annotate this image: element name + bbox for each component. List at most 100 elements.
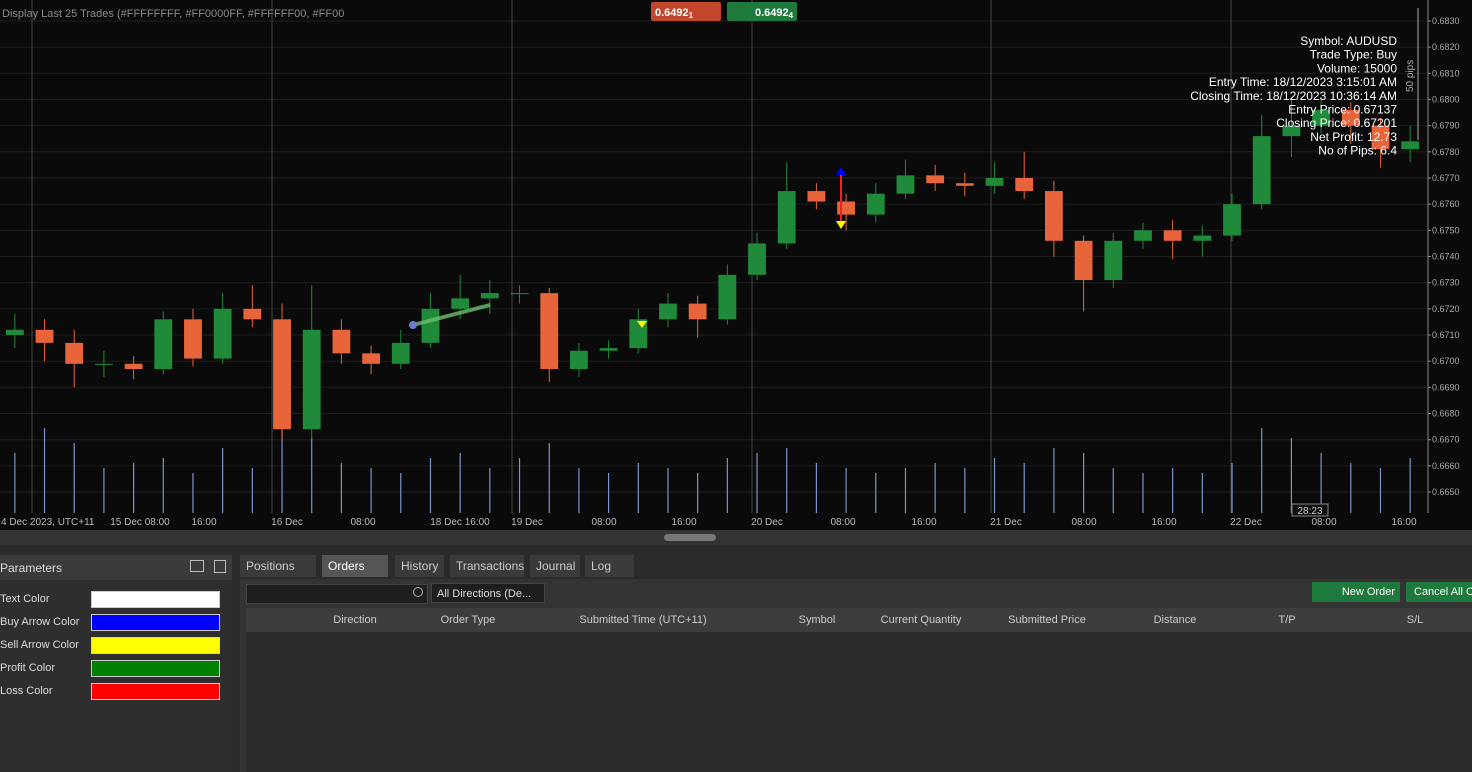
x-tick-label: 08:00 [1071,517,1096,528]
column-header[interactable]: T/P [1278,614,1296,626]
tab[interactable]: Orders0 [322,555,388,597]
color-swatch[interactable] [91,614,220,631]
candle-body [95,363,113,365]
buy-arrow [836,167,846,175]
pips-label: 50 pips [1405,60,1416,92]
direction-filter[interactable]: All Directions (De... [431,583,545,603]
column-header[interactable]: Distance [1153,614,1197,626]
y-tick-label: 0.6680 [1432,409,1460,419]
parameter-label: Sell Arrow Color [0,639,79,651]
candle-body [1252,136,1271,205]
x-tick-label: 08:00 [350,517,375,528]
candle-body [35,329,54,343]
x-tick-label: 21 Dec [990,517,1022,528]
y-tick-label: 0.6730 [1432,278,1460,288]
tab[interactable]: Transactions [450,555,524,577]
tab-label: Journal [536,559,576,573]
column-header[interactable]: Current Quantity [880,614,962,626]
sell-button[interactable] [651,2,721,21]
y-tick-label: 0.6690 [1432,382,1460,392]
column-header[interactable]: Submitted Price [1008,614,1086,626]
x-tick-label: 16:00 [1151,517,1176,528]
icon[interactable] [190,560,204,572]
candle-body [1282,125,1301,137]
buy-button[interactable] [727,2,797,21]
parameter-label: Buy Arrow Color [0,616,80,628]
x-tick-label: 16:00 [191,517,216,528]
price-sub: 1 [689,11,694,20]
candle-body [807,191,826,202]
column-header[interactable]: S/L [1406,614,1424,626]
chart-title: Display Last 25 Trades (#FFFFFFFF, #FF00… [2,8,344,20]
y-tick-label: 0.6790 [1432,121,1460,131]
trade-info: No of Pips: 6.4 [1318,144,1397,158]
candle-body [1045,191,1063,241]
x-tick-label: 16 Dec [271,517,303,528]
candle-body [926,175,945,184]
y-tick-label: 0.6760 [1432,199,1460,209]
candle-body [599,348,618,351]
y-tick-label: 0.6720 [1432,304,1460,314]
color-swatch[interactable] [91,683,220,700]
candle-body [1134,230,1152,241]
icon[interactable] [214,560,226,573]
candle-body [1074,240,1093,281]
x-tick-label: 20 Dec [751,517,783,528]
parameter-label: Text Color [0,593,50,605]
countdown: 28:23 [1297,506,1322,517]
x-tick-label: 22 Dec [1230,517,1262,528]
y-tick-label: 0.6700 [1432,356,1460,366]
column-header[interactable]: Symbol [798,614,836,626]
tab[interactable]: Log [585,555,634,577]
trade-info: Volume: 15000 [1317,61,1397,75]
x-tick-label: 4 Dec 2023, UTC+11 [1,517,95,528]
candle-body [1104,240,1123,281]
price-main: 0.6492 [755,7,789,19]
candle-body [748,243,766,275]
candle-body [570,350,588,370]
column-header[interactable]: Order Type [440,614,496,626]
candle-body [866,193,885,215]
tab[interactable]: Journal [530,555,580,577]
trade-line [412,303,491,327]
x-tick-label: 16:00 [671,517,696,528]
column-header[interactable]: Direction [333,614,377,626]
candle-body [659,303,677,320]
candle-body [65,342,84,364]
parameters-header: Parameters [0,555,232,580]
table-body [246,632,1472,772]
color-swatch[interactable] [91,637,220,654]
price-main: 0.6492 [655,7,689,19]
color-swatch[interactable] [91,660,220,677]
x-tick-label: 08:00 [591,517,616,528]
search-icon [413,587,423,597]
tab-label: Transactions [456,559,525,573]
y-tick-label: 0.6770 [1432,173,1460,183]
scroll-thumb[interactable] [664,534,716,541]
y-tick-label: 0.6710 [1432,330,1460,340]
candle-body [1401,141,1420,150]
chart-bg [0,0,1472,530]
tab-label: Log [591,559,612,573]
candle-body [421,308,440,343]
tab[interactable]: History [395,555,444,577]
x-tick-label: 15 Dec 08:00 [110,517,170,528]
cancel-all-button[interactable]: Cancel All O [1406,582,1472,602]
trade-info: Symbol: AUDUSD [1300,34,1397,48]
y-tick-label: 0.6750 [1432,225,1460,235]
candle-body [1015,177,1034,192]
column-header[interactable]: Submitted Time (UTC+11) [579,614,707,626]
color-swatch[interactable] [91,591,220,608]
trade-info: Closing Price: 0.67201 [1276,116,1397,130]
parameters-panel: Parameters Text Color Buy Arrow Color Sell… [0,555,232,772]
scrollbar[interactable] [0,530,1472,545]
tab-label: History [401,559,439,573]
candle-body [5,329,24,336]
y-tick-label: 0.6810 [1432,68,1460,78]
new-order-button[interactable]: New Order [1312,582,1400,602]
trade-info: Entry Price: 0.67137 [1288,103,1397,117]
candle-body [955,183,974,186]
tab[interactable]: Positions1 [240,555,316,597]
search-input[interactable] [246,584,428,604]
